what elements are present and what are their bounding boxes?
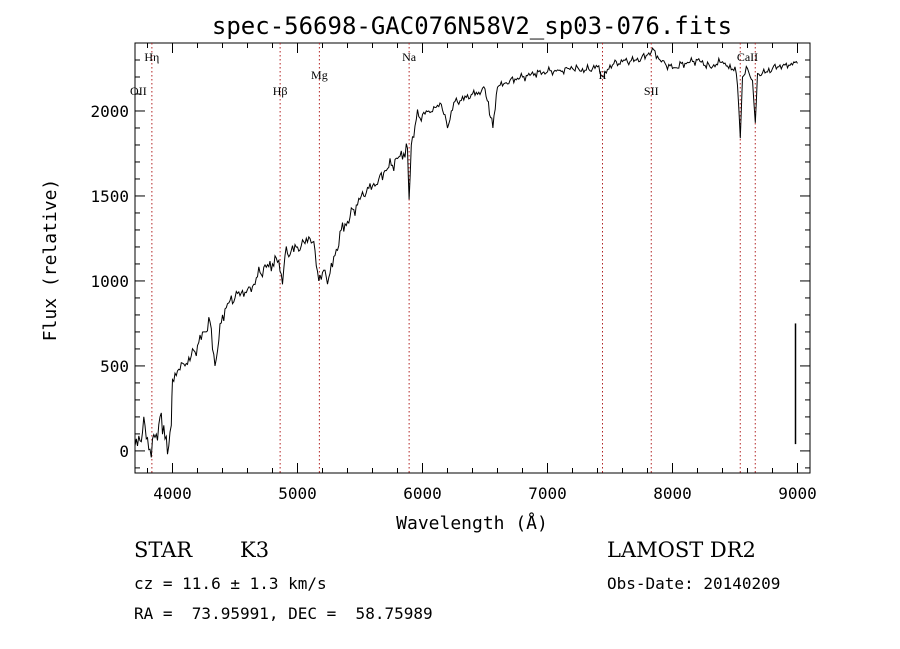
axes (134, 42, 811, 474)
redshift-cz: cz = 11.6 ± 1.3 km/s (134, 574, 327, 593)
x-tick-label: 5000 (278, 484, 317, 503)
y-tick-label: 0 (119, 442, 129, 461)
annotation-label: Hβ (273, 84, 288, 98)
x-tick-label: 7000 (528, 484, 567, 503)
annotation-label: OII (130, 84, 147, 98)
ra-dec: RA = 73.95991, DEC = 58.75989 (134, 604, 433, 623)
survey-name: LAMOST DR2 (607, 538, 756, 562)
annotation-label: CaII (737, 50, 758, 64)
annotation-label: Mg (311, 68, 328, 82)
x-tick-label: 6000 (403, 484, 442, 503)
y-tick-label: 1500 (90, 187, 129, 206)
line-annotations: Hη OII Hβ Mg Na II SII CaII (130, 43, 758, 473)
spectrum-line (134, 47, 798, 458)
x-tick-label: 4000 (153, 484, 192, 503)
object-subclass: K3 (240, 538, 270, 562)
chart-title: spec-56698-GAC076N58V2_sp03-076.fits (212, 12, 732, 40)
plot-frame (134, 42, 811, 474)
annotation-label: Hη (144, 50, 159, 64)
y-axis-label: Flux (relative) (40, 179, 61, 342)
x-tick-label: 8000 (653, 484, 692, 503)
annotation-label: SII (644, 84, 659, 98)
x-tick-label: 9000 (778, 484, 817, 503)
x-axis-label: Wavelength (Å) (396, 512, 548, 534)
y-tick-label: 500 (100, 357, 129, 376)
object-class: STAR (134, 538, 193, 562)
annotation-label: II (599, 68, 607, 82)
series-group (134, 47, 798, 458)
obs-date: Obs-Date: 20140209 (607, 574, 781, 593)
annotation-label: Na (402, 50, 417, 64)
ticks: 4000 5000 6000 7000 8000 9000 0 500 1000 1500 2000 (90, 43, 817, 503)
y-tick-label: 1000 (90, 272, 129, 291)
y-tick-label: 2000 (90, 102, 129, 121)
